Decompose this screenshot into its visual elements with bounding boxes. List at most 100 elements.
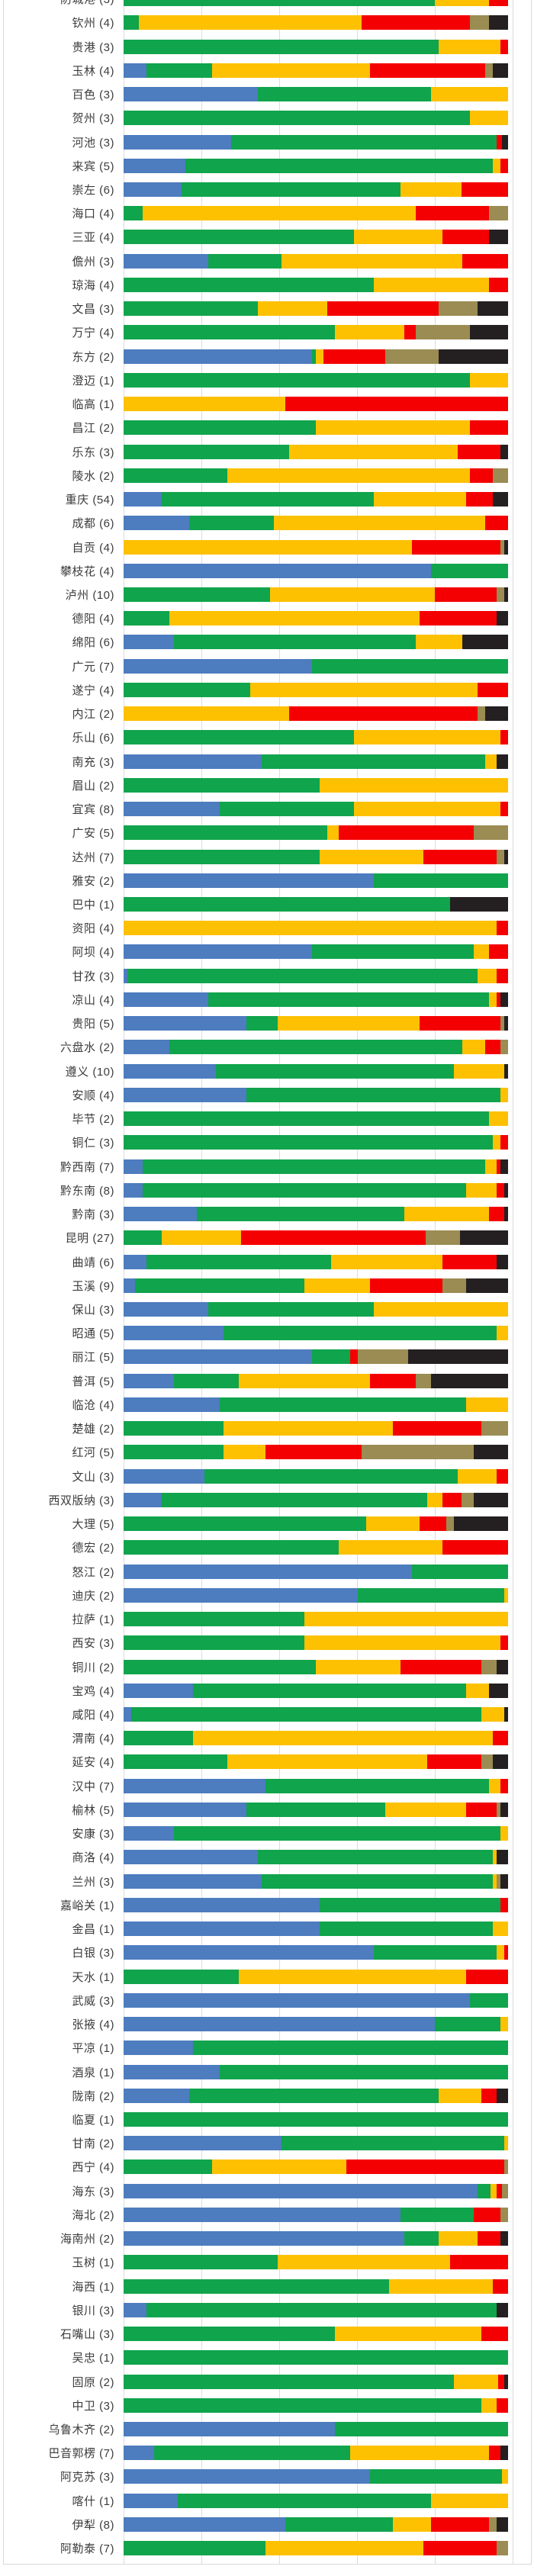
bar-segment-green xyxy=(412,1564,508,1579)
table-row: 攀枝花 (4) xyxy=(0,559,534,583)
bar-segment-blue xyxy=(124,134,232,150)
bar-segment-blue xyxy=(124,2088,189,2103)
bar-segment-red xyxy=(496,2398,508,2413)
table-row: 昆明 (27) xyxy=(0,1226,534,1249)
table-row: 海口 (4) xyxy=(0,201,534,225)
bar-segment-blue xyxy=(124,1087,247,1102)
bar-segment-blue xyxy=(124,87,259,102)
stacked-bar xyxy=(124,2207,508,2222)
bar-segment-yellow xyxy=(124,539,412,555)
bar-segment-yellow xyxy=(269,587,436,602)
bar-segment-yellow xyxy=(491,2183,497,2198)
stacked-bar xyxy=(124,63,508,78)
bar-segment-yellow xyxy=(124,397,285,412)
bar-segment-yellow xyxy=(239,1373,370,1388)
bar-segment-blue xyxy=(124,1683,193,1698)
row-label: 达州 (7) xyxy=(72,851,114,864)
bar-segment-yellow xyxy=(439,39,500,54)
stacked-bar xyxy=(124,611,508,626)
bar-segment-green xyxy=(335,2422,508,2437)
table-row: 昌江 (2) xyxy=(0,416,534,439)
bar-segment-yellow xyxy=(192,1731,493,1746)
bar-segment-blue xyxy=(124,2493,178,2508)
bar-segment-yellow xyxy=(465,1182,497,1198)
bar-segment-black xyxy=(469,325,508,340)
stacked-bar xyxy=(124,563,508,578)
table-row: 资阳 (4) xyxy=(0,916,534,940)
bar-segment-red xyxy=(339,825,474,841)
row-label: 安顺 (4) xyxy=(72,1089,114,1102)
bar-segment-yellow xyxy=(288,444,458,459)
bar-segment-blue xyxy=(124,63,147,78)
bar-segment-blue xyxy=(124,2041,193,2056)
bar-segment-olive xyxy=(492,468,508,483)
table-row: 临高 (1) xyxy=(0,392,534,416)
bar-segment-red xyxy=(488,2446,500,2461)
stacked-bar xyxy=(124,2493,508,2508)
bar-segment-green xyxy=(231,134,497,150)
table-row: 甘南 (2) xyxy=(0,2131,534,2155)
bar-segment-yellow xyxy=(365,1516,420,1532)
stacked-bar xyxy=(124,444,508,459)
bar-segment-red xyxy=(500,730,508,745)
bar-segment-blue xyxy=(124,1349,312,1365)
stacked-bar xyxy=(124,706,508,722)
table-row: 凉山 (4) xyxy=(0,988,534,1011)
bar-segment-red xyxy=(488,1207,504,1222)
row-label: 酒泉 (1) xyxy=(72,2066,114,2079)
bar-segment-green xyxy=(124,1540,339,1555)
bar-segment-green xyxy=(192,2041,508,2056)
bar-segment-green xyxy=(196,1207,404,1222)
bar-segment-olive xyxy=(473,825,508,841)
row-label: 崇左 (6) xyxy=(72,183,114,197)
row-label: 来宾 (5) xyxy=(72,159,114,173)
stacked-bar xyxy=(124,1540,508,1555)
table-row: 丽江 (5) xyxy=(0,1345,534,1368)
stacked-bar xyxy=(124,802,508,817)
bar-segment-blue xyxy=(124,1945,374,1960)
row-label: 贵港 (3) xyxy=(72,40,114,54)
bar-segment-red xyxy=(465,1969,508,1984)
bar-segment-red xyxy=(420,611,497,626)
row-label: 白银 (3) xyxy=(72,1947,114,1960)
row-label: 海北 (2) xyxy=(72,2208,114,2222)
stacked-bar xyxy=(124,1564,508,1579)
row-label: 陇南 (2) xyxy=(72,2089,114,2103)
row-label: 临夏 (1) xyxy=(72,2113,114,2127)
bar-segment-green xyxy=(124,277,374,292)
bar-segment-green xyxy=(124,372,470,388)
bar-segment-black xyxy=(496,754,508,769)
bar-segment-olive xyxy=(425,1230,460,1246)
bar-segment-green xyxy=(207,253,281,269)
bar-segment-black xyxy=(503,1706,508,1722)
bar-segment-green xyxy=(207,992,489,1007)
table-row: 贺州 (3) xyxy=(0,106,534,130)
bar-segment-green xyxy=(124,39,439,54)
table-row: 临沧 (4) xyxy=(0,1393,534,1417)
bar-segment-yellow xyxy=(492,1873,497,1889)
bar-segment-black xyxy=(500,1159,508,1174)
bar-segment-green xyxy=(285,2517,393,2532)
bar-segment-green xyxy=(124,1754,228,1770)
table-row: 重庆 (54) xyxy=(0,487,534,511)
table-row: 琼海 (4) xyxy=(0,273,534,297)
bar-segment-yellow xyxy=(488,1778,500,1793)
stacked-bar xyxy=(124,1016,508,1031)
stacked-bar xyxy=(124,2350,508,2365)
stacked-bar xyxy=(124,2517,508,2532)
stacked-bar xyxy=(124,730,508,745)
bar-segment-red xyxy=(498,2374,504,2389)
bar-segment-yellow xyxy=(373,1302,508,1317)
stacked-bar xyxy=(124,1587,508,1603)
row-label: 玉林 (4) xyxy=(72,64,114,78)
stacked-bar xyxy=(124,777,508,793)
bar-segment-blue xyxy=(124,2183,478,2198)
table-row: 自贡 (4) xyxy=(0,535,534,558)
stacked-bar xyxy=(124,944,508,960)
table-row: 广元 (7) xyxy=(0,654,534,678)
bar-segment-green xyxy=(124,1516,366,1532)
bar-segment-red xyxy=(458,444,500,459)
bar-segment-red xyxy=(350,1349,359,1365)
bar-segment-yellow xyxy=(350,2446,489,2461)
bar-segment-blue xyxy=(124,1254,147,1269)
